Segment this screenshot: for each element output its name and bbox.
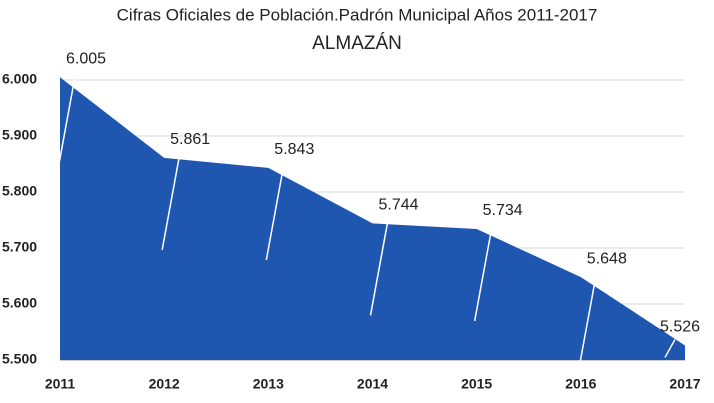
leader-line xyxy=(369,217,390,316)
x-tick-label: 2017 xyxy=(669,376,700,392)
leader-line xyxy=(161,151,181,250)
data-label: 5.861 xyxy=(170,131,210,148)
data-label: 6.005 xyxy=(66,50,106,67)
y-tick-label: 6.000 xyxy=(2,71,37,87)
y-tick-label: 5.600 xyxy=(2,295,37,311)
x-tick-label: 2016 xyxy=(565,376,596,392)
y-tick-label: 5.500 xyxy=(2,351,37,367)
y-tick-label: 5.700 xyxy=(2,239,37,255)
leader-line xyxy=(664,339,676,358)
x-tick-label: 2012 xyxy=(149,376,180,392)
chart-subtitle: ALMAZÁN xyxy=(312,33,402,54)
x-tick-label: 2013 xyxy=(253,376,284,392)
y-tick-label: 5.900 xyxy=(2,127,37,143)
y-tick-label: 5.800 xyxy=(2,183,37,199)
data-label: 5.648 xyxy=(587,250,627,267)
x-tick-label: 2011 xyxy=(45,376,76,392)
leader-line xyxy=(57,71,77,170)
chart-title: Cifras Oficiales de Población.Padrón Mun… xyxy=(117,5,598,24)
x-tick-label: 2015 xyxy=(461,376,492,392)
leader-line xyxy=(578,270,598,370)
data-label: 5.843 xyxy=(274,141,314,158)
x-tick-label: 2014 xyxy=(357,376,388,392)
data-label: 5.734 xyxy=(483,202,523,219)
area xyxy=(60,77,685,360)
leader-line xyxy=(473,222,494,322)
data-label: 5.526 xyxy=(660,319,700,336)
leader-line xyxy=(265,161,286,261)
data-label: 5.744 xyxy=(378,197,418,214)
